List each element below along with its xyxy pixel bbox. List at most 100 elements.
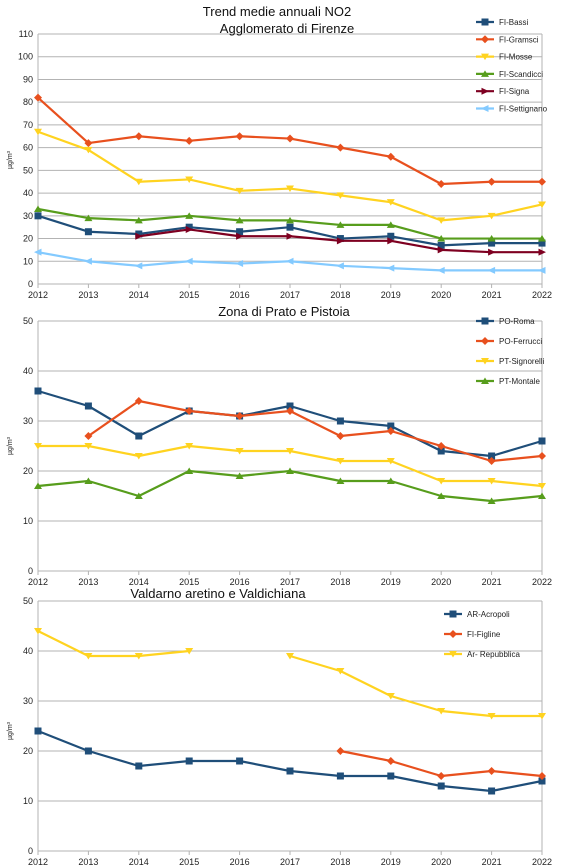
- x-tick-label: 2019: [381, 857, 401, 866]
- data-point: [487, 497, 496, 504]
- x-tick-label: 2016: [230, 577, 250, 587]
- data-point: [437, 235, 446, 242]
- series-fi-scandicci: [34, 205, 546, 242]
- legend-item: AR-Acropoli: [444, 610, 510, 619]
- x-tick-label: 2021: [482, 857, 502, 866]
- data-point: [84, 477, 93, 484]
- data-point: [487, 767, 496, 775]
- data-point: [386, 477, 395, 484]
- data-point: [34, 128, 42, 136]
- legend-item: FI-Mosse: [476, 53, 533, 62]
- data-point: [286, 134, 294, 143]
- data-point: [386, 757, 395, 765]
- data-point: [185, 757, 193, 765]
- data-point: [286, 185, 294, 193]
- data-point: [336, 772, 344, 780]
- y-tick-label: 30: [23, 211, 33, 221]
- legend-item: FI-Signa: [476, 87, 530, 96]
- legend-item: FI-Settignano: [476, 105, 548, 114]
- data-point: [386, 221, 395, 228]
- x-tick-label: 2015: [179, 857, 199, 866]
- legend-label: FI-Signa: [499, 87, 530, 96]
- data-point: [235, 412, 244, 420]
- data-point: [488, 248, 496, 256]
- chart-title: Valdarno aretino e Valdichiana: [130, 586, 306, 601]
- legend-marker: [481, 87, 489, 95]
- legend-item: FI-Scandicci: [476, 70, 543, 79]
- data-point: [387, 772, 395, 780]
- y-tick-label: 50: [23, 165, 33, 175]
- data-point: [185, 136, 194, 145]
- legend-label: AR-Acropoli: [467, 610, 510, 619]
- x-tick-label: 2022: [532, 290, 552, 300]
- x-tick-label: 2017: [280, 290, 300, 300]
- data-point: [336, 432, 345, 440]
- data-point: [437, 478, 446, 485]
- data-point: [84, 228, 92, 236]
- y-tick-label: 10: [23, 516, 33, 526]
- data-point: [84, 653, 93, 660]
- y-tick-label: 80: [23, 97, 33, 107]
- legend-marker: [481, 35, 489, 44]
- data-point: [538, 452, 546, 460]
- y-tick-label: 30: [23, 696, 33, 706]
- legend-item: PT-Montale: [476, 377, 540, 386]
- data-point: [185, 223, 193, 231]
- data-point: [84, 747, 92, 755]
- x-tick-label: 2022: [532, 857, 552, 866]
- data-point: [336, 235, 344, 243]
- x-tick-label: 2018: [330, 290, 350, 300]
- y-axis-label: µg/m³: [7, 436, 14, 455]
- data-point: [336, 192, 345, 199]
- data-point: [488, 787, 496, 795]
- legend-marker: [481, 105, 489, 112]
- y-tick-label: 40: [23, 366, 33, 376]
- data-point: [286, 407, 294, 415]
- data-point: [286, 216, 294, 224]
- data-point: [135, 762, 143, 770]
- x-tick-label: 2019: [381, 290, 401, 300]
- data-point: [538, 266, 546, 274]
- x-tick-label: 2021: [482, 290, 502, 300]
- y-tick-label: 100: [18, 52, 33, 62]
- data-point: [286, 767, 294, 775]
- data-point: [34, 93, 42, 102]
- data-point: [437, 442, 446, 450]
- data-point: [487, 713, 496, 720]
- data-point: [84, 139, 93, 148]
- legend-marker: [481, 377, 489, 384]
- data-point: [336, 143, 345, 152]
- data-point: [134, 653, 143, 660]
- data-point: [34, 727, 42, 735]
- legend-label: PT-Montale: [499, 377, 540, 386]
- legend-item: PO-Ferrucci: [476, 337, 542, 346]
- x-tick-label: 2013: [78, 857, 98, 866]
- data-point: [538, 713, 546, 720]
- legend: FI-Bassi FI-Gramsci FI-Mosse FI-Scandicci FI…: [476, 18, 548, 114]
- legend-item: FI-Bassi: [476, 18, 529, 27]
- legend-marker: [481, 337, 489, 345]
- data-point: [286, 232, 294, 240]
- data-point: [487, 266, 496, 274]
- data-point: [236, 757, 244, 765]
- data-point: [84, 402, 92, 410]
- data-point: [286, 257, 294, 265]
- data-point: [387, 422, 395, 430]
- data-point: [437, 492, 446, 499]
- legend-label: FI-Bassi: [499, 18, 529, 27]
- data-point: [387, 232, 395, 240]
- legend-label: PO-Ferrucci: [499, 337, 542, 346]
- x-tick-label: 2016: [230, 857, 250, 866]
- x-tick-label: 2015: [179, 577, 199, 587]
- chart-title: Zona di Prato e Pistoia: [218, 304, 350, 319]
- data-point: [336, 262, 344, 270]
- data-point: [286, 653, 294, 660]
- y-tick-label: 40: [23, 188, 33, 198]
- chart-panel-2: 0 10 20 30 40 50 2012 2013 2014 2015 2016 2017 2018 2…: [7, 304, 552, 587]
- y-tick-label: 40: [23, 646, 33, 656]
- data-point: [437, 246, 446, 254]
- legend-label: Ar- Repubblica: [467, 650, 520, 659]
- data-point: [134, 216, 143, 224]
- x-tick-label: 2022: [532, 577, 552, 587]
- data-point: [135, 232, 143, 240]
